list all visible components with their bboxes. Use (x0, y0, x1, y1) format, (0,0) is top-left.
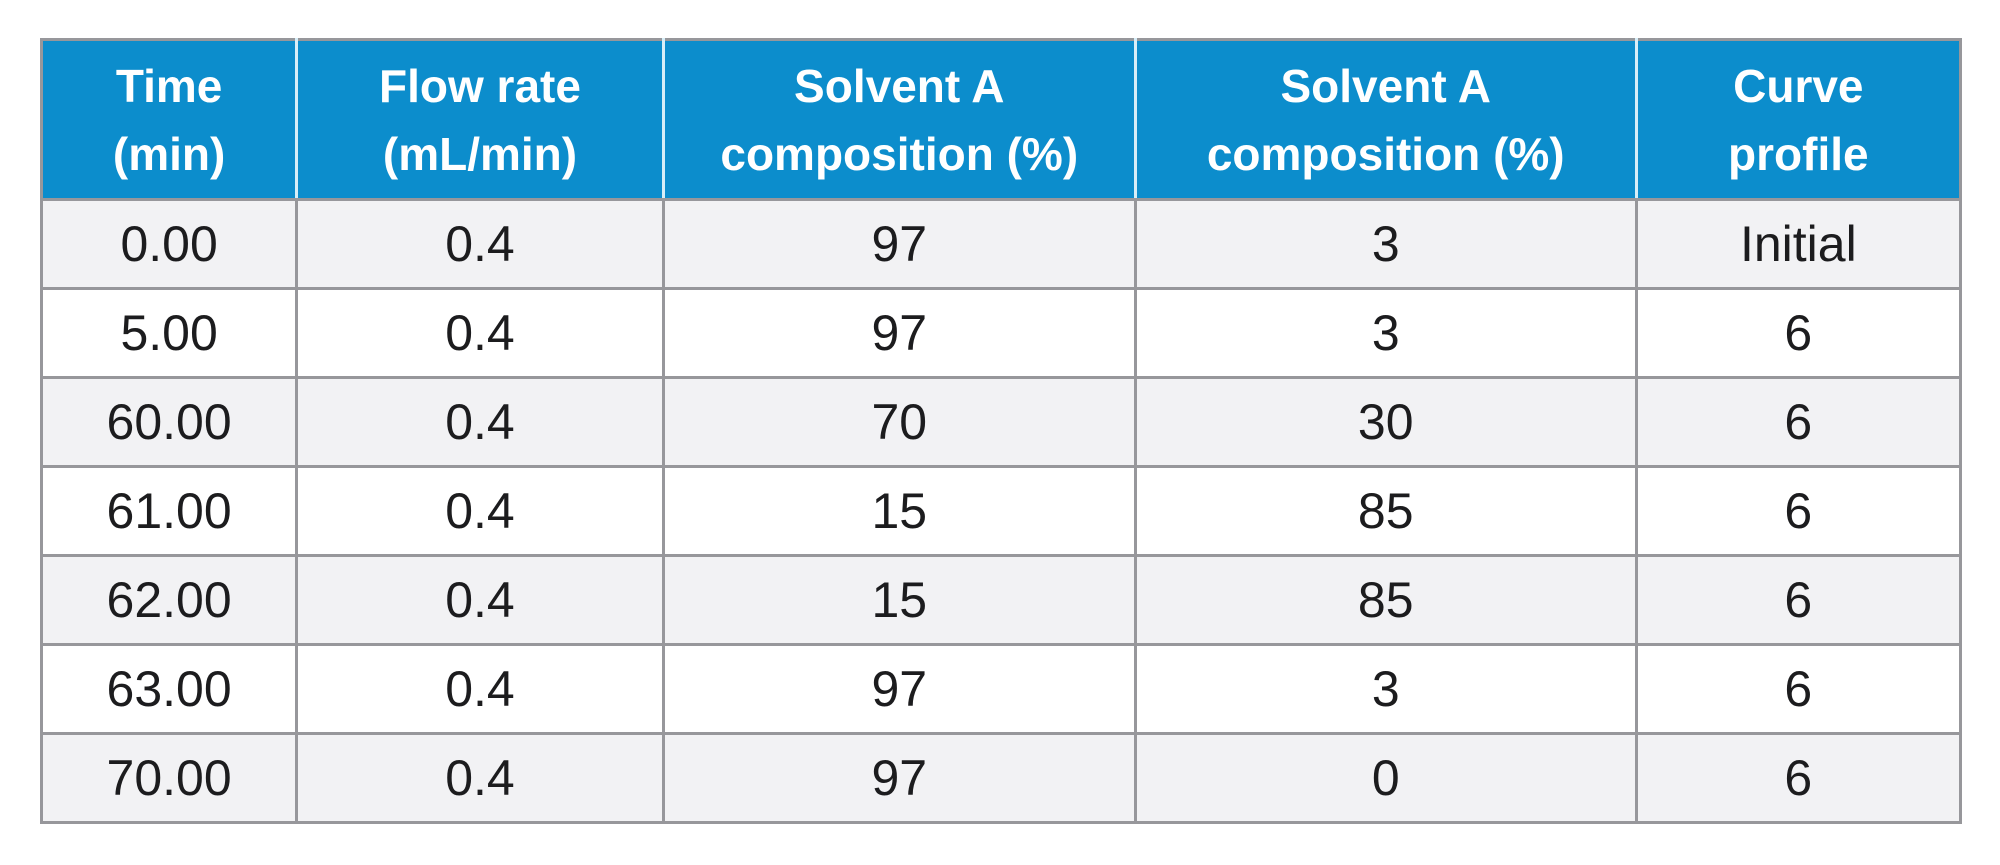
table-row: 61.00 0.4 15 85 6 (39, 465, 1963, 557)
table-cell-solvent-a: 97 (661, 732, 1137, 824)
gradient-method-table: Time (min) Flow rate (mL/min) Solvent A … (39, 38, 1963, 824)
header-line: composition (%) (1206, 127, 1565, 180)
table-row: 60.00 0.4 70 30 6 (39, 376, 1963, 468)
table-cell-solvent-b: 30 (1133, 376, 1638, 468)
table-cell-curve: 6 (1634, 732, 1963, 824)
table-cell-solvent-b: 0 (1133, 732, 1638, 824)
header-cell-curve-profile: Curve profile (1634, 38, 1963, 201)
table-cell-curve: 6 (1634, 287, 1963, 379)
table-cell-flow-rate: 0.4 (295, 643, 665, 735)
table-cell-flow-rate: 0.4 (295, 732, 665, 824)
table-cell-curve: 6 (1634, 643, 1963, 735)
table-cell-flow-rate: 0.4 (295, 198, 665, 290)
table-row: 0.00 0.4 97 3 Initial (39, 198, 1963, 290)
table-row: 63.00 0.4 97 3 6 (39, 643, 1963, 735)
table-cell-solvent-b: 3 (1133, 198, 1638, 290)
table-row: 62.00 0.4 15 85 6 (39, 554, 1963, 646)
table-cell-time: 63.00 (39, 643, 299, 735)
header-line: Curve (1733, 59, 1864, 112)
header-cell-solvent-a-composition: Solvent A composition (%) (661, 38, 1137, 201)
table-cell-solvent-b: 85 (1133, 554, 1638, 646)
table-cell-curve: 6 (1634, 465, 1963, 557)
header-line: (mL/min) (382, 127, 578, 180)
table-row: 70.00 0.4 97 0 6 (39, 732, 1963, 824)
table-cell-solvent-b: 3 (1133, 643, 1638, 735)
header-line: Solvent A (794, 59, 1005, 112)
table-cell-solvent-a: 15 (661, 465, 1137, 557)
table-cell-time: 70.00 (39, 732, 299, 824)
header-cell-flow-rate: Flow rate (mL/min) (295, 38, 665, 201)
table-cell-time: 0.00 (39, 198, 299, 290)
header-line: Solvent A (1280, 59, 1491, 112)
table-cell-solvent-a: 70 (661, 376, 1137, 468)
table-cell-curve: Initial (1634, 198, 1963, 290)
header-cell-time: Time (min) (39, 38, 299, 201)
table-cell-flow-rate: 0.4 (295, 554, 665, 646)
table-cell-time: 5.00 (39, 287, 299, 379)
header-line: Time (115, 59, 223, 112)
table-cell-time: 62.00 (39, 554, 299, 646)
table-cell-curve: 6 (1634, 376, 1963, 468)
table-cell-solvent-b: 3 (1133, 287, 1638, 379)
table-cell-solvent-b: 85 (1133, 465, 1638, 557)
table-body: 0.00 0.4 97 3 Initial 5.00 0.4 97 3 6 60… (39, 198, 1963, 824)
table-cell-curve: 6 (1634, 554, 1963, 646)
table-cell-solvent-a: 97 (661, 287, 1137, 379)
header-line: profile (1728, 127, 1869, 180)
table-cell-solvent-a: 15 (661, 554, 1137, 646)
header-line: (min) (112, 127, 226, 180)
table-header: Time (min) Flow rate (mL/min) Solvent A … (39, 38, 1963, 201)
table-cell-solvent-a: 97 (661, 643, 1137, 735)
table-cell-time: 60.00 (39, 376, 299, 468)
header-row: Time (min) Flow rate (mL/min) Solvent A … (39, 38, 1963, 201)
table-cell-flow-rate: 0.4 (295, 465, 665, 557)
header-line: Flow rate (379, 59, 581, 112)
table-cell-flow-rate: 0.4 (295, 287, 665, 379)
table-cell-time: 61.00 (39, 465, 299, 557)
header-line: composition (%) (720, 127, 1079, 180)
header-cell-solvent-a-composition-2: Solvent A composition (%) (1133, 38, 1638, 201)
table-cell-solvent-a: 97 (661, 198, 1137, 290)
table-cell-flow-rate: 0.4 (295, 376, 665, 468)
table-row: 5.00 0.4 97 3 6 (39, 287, 1963, 379)
